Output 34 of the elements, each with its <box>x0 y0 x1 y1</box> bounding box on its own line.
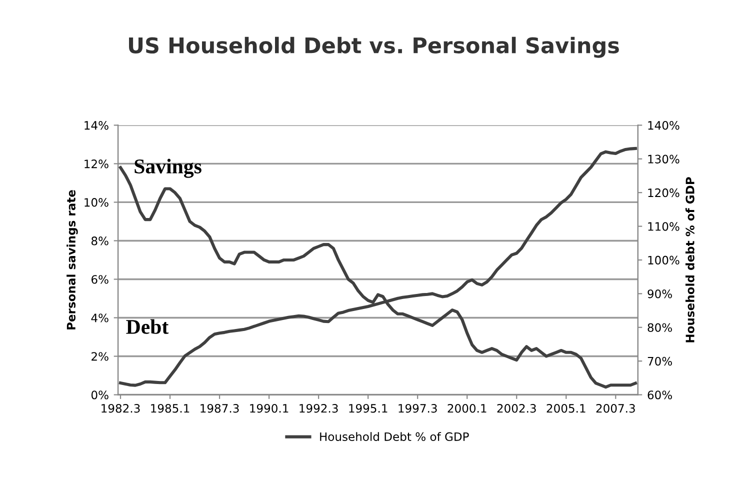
y-axis-title: Personal savings rate <box>66 190 78 330</box>
annotation: Debt <box>126 319 169 334</box>
y-tick-label: 8% <box>91 236 108 246</box>
x-tick-label: 1992.3 <box>300 404 338 413</box>
legend-label: Household Debt % of GDP <box>320 432 469 442</box>
y-tick-label: 4% <box>91 314 108 322</box>
x-tick-label: 1990.1 <box>250 404 288 413</box>
x-tick-label: 2007.3 <box>596 404 635 413</box>
x-tick-label: 1982.3 <box>102 404 140 413</box>
y2-tick-label: 70% <box>648 356 672 366</box>
annotation: Savings <box>134 158 202 178</box>
x-tick-label: 1987.3 <box>200 404 239 413</box>
chart-title: US Household Debt vs. Personal Savings <box>129 36 619 58</box>
x-tick-label: 1995.1 <box>349 404 388 413</box>
y2-tick-label: 60% <box>648 390 672 400</box>
y-tick-label: 12% <box>84 160 108 168</box>
y-tick-label: 10% <box>84 198 108 207</box>
x-tick-label: 2000.1 <box>448 404 486 413</box>
y2-tick-label: 100% <box>648 256 680 265</box>
y-tick-label: 2% <box>92 352 108 361</box>
y2-tick-label: 80% <box>648 323 672 332</box>
y-tick-label: 14% <box>84 121 108 130</box>
y2-tick-label: 140% <box>648 121 680 130</box>
x-tick-label: 2002.3 <box>497 404 536 413</box>
y2-tick-label: 110% <box>648 222 680 231</box>
y2-axis-title: Household debt % of GDP <box>685 177 694 342</box>
y-tick-label: 0% <box>91 390 108 400</box>
y2-tick-label: 130% <box>648 154 680 164</box>
x-tick-label: 1985.1 <box>151 404 190 413</box>
y2-tick-label: 120% <box>648 188 680 198</box>
x-tick-label: 2005.1 <box>546 404 586 413</box>
y2-tick-label: 90% <box>648 290 672 298</box>
x-tick-label: 1997.3 <box>398 404 437 413</box>
y-tick-label: 6% <box>92 275 108 284</box>
